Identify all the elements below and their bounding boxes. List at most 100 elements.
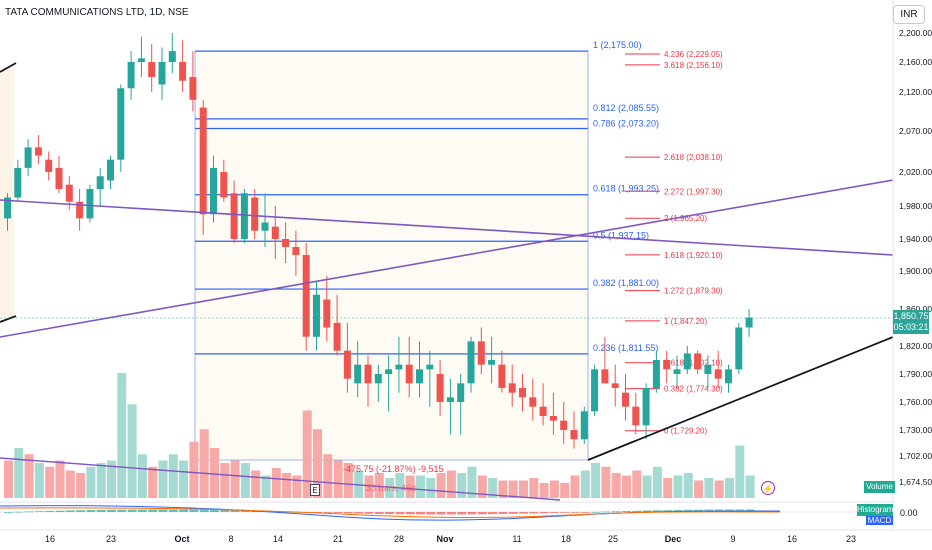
candle-body (457, 383, 465, 402)
volume-bar (96, 463, 106, 498)
currency-badge[interactable]: INR (893, 5, 925, 24)
trend-lines[interactable] (0, 62, 894, 501)
candle-body (735, 327, 743, 370)
volume-bar (436, 473, 446, 498)
lightning-icon[interactable]: ⚡ (761, 481, 775, 495)
ext-level-label: 1.618 (1,920.10) (664, 251, 723, 260)
price-tick-label: 1,940.00 (899, 234, 932, 244)
candle-body (179, 62, 187, 81)
candle-body (405, 364, 413, 384)
candle-body (673, 369, 681, 374)
volume-bar (539, 483, 549, 498)
candle-body (14, 167, 22, 198)
candle-body (446, 397, 454, 402)
candle-body (560, 420, 568, 430)
candle-body (549, 416, 557, 421)
macd-label[interactable]: MACD (866, 516, 893, 525)
time-axis[interactable]: 16 23 Oct 8 14 21 28 Nov 11 18 25 Dec 9 16 23 (0, 529, 932, 544)
price-tick-label: 1,730.00 (899, 425, 932, 435)
macd-histogram-bar (498, 512, 508, 515)
volume-bar (230, 460, 240, 498)
prev-range-shade (0, 68, 14, 318)
price-candles (4, 33, 753, 449)
candle-body (694, 353, 702, 370)
fib-level-label: 0.812 (2,085.55) (593, 103, 659, 113)
macd-histogram-bar (663, 510, 673, 512)
earnings-marker[interactable]: E (310, 484, 320, 496)
volume-bar (549, 480, 559, 498)
price-tick-label: 1,900.00 (899, 266, 932, 276)
macd-histogram-bar (385, 512, 395, 515)
volume-bar (622, 475, 631, 498)
volume-bar (282, 473, 292, 498)
volume-bar (34, 463, 44, 498)
ext-level-label: 4.236 (2,229.05) (664, 50, 723, 59)
macd-histogram-bar (508, 512, 518, 514)
time-tick-label: 16 (787, 534, 797, 544)
volume-bar (364, 475, 374, 498)
volume-bar (137, 454, 147, 498)
candle-body (127, 62, 135, 89)
price-tick-label: 2,020.00 (899, 167, 932, 177)
volume-bar (210, 448, 219, 498)
candle-body (343, 350, 351, 379)
volume-bar (642, 475, 652, 498)
macd-histogram-bar (343, 512, 353, 514)
volume-bar (601, 466, 611, 498)
candle-body (333, 322, 341, 351)
volume-bar (683, 473, 693, 498)
volume-bar (323, 454, 333, 498)
macd-histogram-bar (364, 512, 374, 514)
volume-bar (446, 470, 456, 498)
time-tick-label: 11 (512, 534, 521, 544)
volume-bar (158, 460, 168, 498)
time-tick-label: 23 (106, 534, 116, 544)
price-tick-label: 1,980.00 (899, 201, 932, 211)
price-tick-label: 1,702.00 (899, 451, 932, 461)
volume-bar (199, 429, 209, 498)
volume-bar (55, 460, 65, 498)
price-axis[interactable]: 2,200.00 2,160.00 2,120.00 2,070.00 2,020.00… (892, 0, 932, 530)
volume-label[interactable]: Volume (864, 481, 895, 493)
macd-histogram-bar (313, 512, 322, 513)
candle-body (725, 369, 732, 384)
macd-histogram-bar (4, 512, 13, 513)
volume-bar (560, 483, 570, 498)
volume-bar (24, 454, 34, 498)
candle-body (539, 406, 547, 416)
price-tick-label: 2,120.00 (899, 87, 932, 97)
volume-bar (313, 429, 322, 498)
fib-level-label: 0.236 (1,811.55) (593, 343, 658, 353)
last-price-value: 1,850.75 (893, 311, 929, 321)
candle-body (107, 159, 114, 181)
volume-bar (725, 478, 734, 498)
candle-body (230, 193, 238, 239)
volume-bar (86, 466, 96, 498)
fib-extension[interactable]: 4.236 (2,229.05) 3.618 (2,156.10) 2.618 (2… (625, 50, 723, 436)
volume-bar (45, 466, 55, 498)
ext-level-label: 2.272 (1,997.30) (664, 187, 723, 196)
volume-bar (179, 460, 189, 498)
histogram-label[interactable]: Histogram (857, 504, 894, 516)
fib-level-label: 0.382 (1,881.00) (593, 278, 659, 288)
candle-body (271, 226, 279, 239)
fib-retracement[interactable]: 1 (2,175.00) 0.812 (2,085.55) 0.786 (2,073… (194, 40, 659, 461)
candle-body (704, 364, 712, 374)
macd-line (0, 505, 781, 521)
candle-body (251, 197, 259, 231)
volume-bar (240, 463, 250, 498)
volume-bar (107, 460, 116, 498)
candle-body (4, 197, 11, 219)
macd-histogram-bar (632, 510, 642, 512)
candle-body (622, 392, 629, 407)
macd-histogram-bar (230, 510, 240, 512)
volume-bar (519, 480, 528, 498)
ext-level-label: 0.382 (1,774.30) (664, 385, 723, 394)
volume-bar (745, 475, 755, 498)
candle-body (302, 255, 310, 337)
candle-body (663, 360, 671, 370)
candle-body (652, 360, 660, 388)
volume-bar (477, 475, 487, 498)
volume-bar (663, 478, 673, 498)
